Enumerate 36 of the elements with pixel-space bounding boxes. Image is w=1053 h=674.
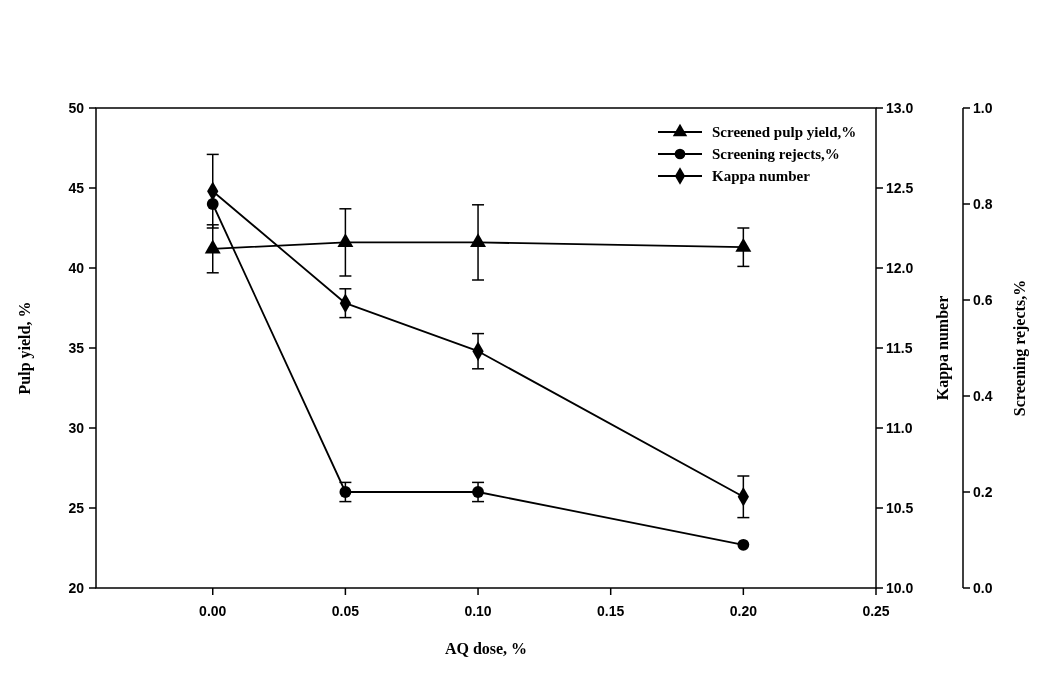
point [472, 486, 484, 498]
y2-axis-title: Kappa number [934, 295, 952, 401]
y2-tick-label: 11.5 [886, 340, 913, 356]
x-tick-label: 0.00 [199, 603, 227, 619]
y2-tick-label: 10.0 [886, 580, 914, 596]
y-tick-label: 25 [68, 500, 85, 516]
y2-tick-label: 13.0 [886, 100, 914, 116]
x-tick-label: 0.05 [331, 603, 360, 619]
y-tick-label: 20 [68, 580, 85, 596]
y3-tick-label: 0.4 [973, 388, 993, 404]
y-tick-label: 45 [68, 180, 85, 196]
y-tick-label: 30 [68, 420, 85, 436]
y-tick-label: 50 [68, 100, 85, 116]
y-tick-label: 40 [68, 260, 85, 276]
y3-tick-label: 0.8 [973, 196, 993, 212]
x-axis-title: AQ dose, % [444, 640, 528, 657]
y-tick-label: 35 [68, 340, 85, 356]
legend-label: Screening rejects,% [712, 146, 840, 162]
y3-tick-label: 0.6 [973, 292, 993, 308]
x-tick-label: 0.20 [729, 603, 758, 619]
y2-tick-label: 10.5 [886, 500, 914, 516]
y3-tick-label: 0.0 [973, 580, 993, 596]
point [737, 538, 750, 551]
x-tick-label: 0.25 [862, 603, 890, 619]
y3-axis-title: Screening rejects,% [1011, 279, 1029, 417]
y2-tick-label: 11.0 [886, 420, 913, 436]
y3-tick-label: 0.2 [973, 484, 993, 500]
point [339, 486, 352, 498]
x-tick-label: 0.10 [464, 603, 492, 619]
y-axis-title: Pulp yield, % [16, 301, 34, 395]
y2-tick-label: 12.0 [886, 260, 914, 276]
y3-tick-label: 1.0 [973, 100, 993, 116]
legend-label: Screened pulp yield,% [712, 124, 857, 140]
x-tick-label: 0.15 [597, 603, 625, 619]
legend-label: Kappa number [712, 168, 811, 184]
y2-tick-label: 12.5 [886, 180, 914, 196]
